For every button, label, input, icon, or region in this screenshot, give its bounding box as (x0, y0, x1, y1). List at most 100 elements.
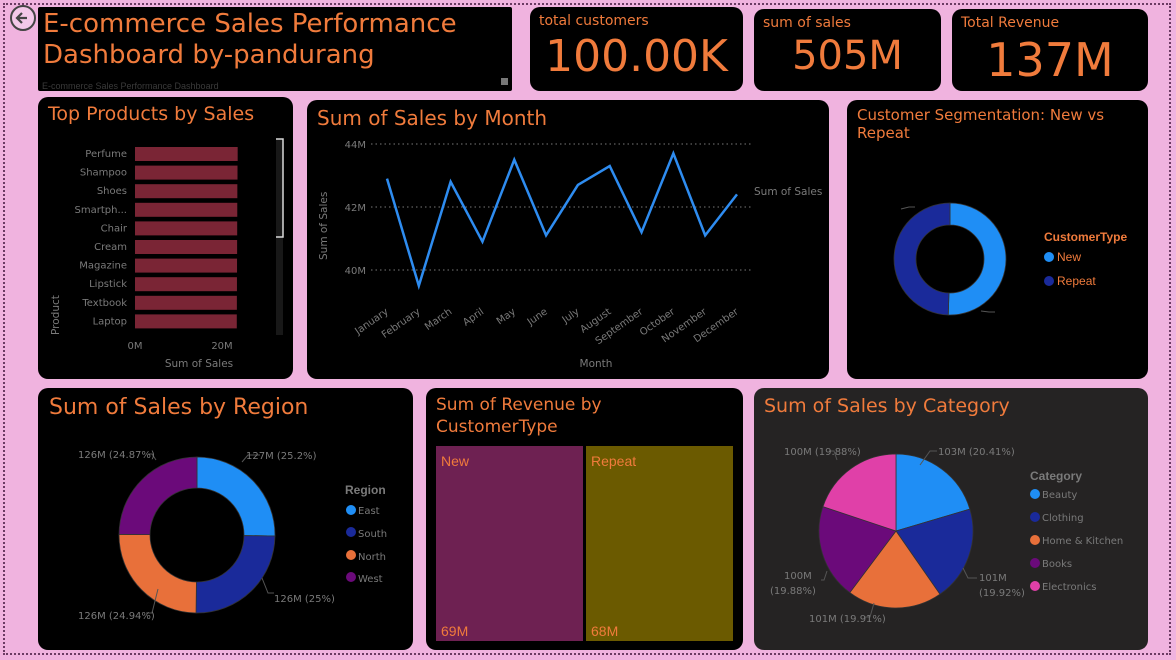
product-bar[interactable] (135, 314, 237, 329)
sales-line[interactable] (385, 150, 738, 291)
title-panel: E-commerce Sales Performance Dashboard b… (38, 7, 512, 91)
y-tick-label: 44M (345, 140, 366, 151)
segment-new[interactable] (947, 202, 1007, 316)
top-products-ylabel: Product (50, 295, 62, 335)
legend-marker-books (1030, 558, 1040, 568)
revenue-type-title-line2: CustomerType (436, 417, 558, 437)
product-bar[interactable] (135, 240, 238, 254)
category-slice-clothing[interactable] (895, 508, 974, 595)
product-bar[interactable] (135, 221, 238, 236)
category-slice-electronics[interactable] (822, 453, 897, 532)
segmentation-leader-line (980, 310, 995, 313)
legend-marker-beauty (1030, 489, 1040, 499)
kpi-revenue-value: 137M (986, 33, 1114, 87)
segmentation-chart: CustomerType New Repeat (893, 202, 1127, 316)
product-bar[interactable] (135, 147, 238, 161)
kpi-customers-label: total customers (539, 13, 649, 29)
month-tick-label: March (423, 306, 454, 332)
category-leader-beauty (919, 450, 937, 466)
segment-repeat[interactable] (893, 202, 951, 316)
kpi-sum-of-sales: sum of sales 505M (754, 9, 941, 91)
segmentation-legend-title: CustomerType (1044, 230, 1127, 244)
region-chart: 127M (25.2%) 126M (25%) 126M (24.94%) 12… (78, 450, 387, 622)
category-slice-books[interactable] (818, 506, 897, 594)
category-legend-clothing: Clothing (1042, 513, 1084, 524)
product-bar[interactable] (135, 165, 238, 180)
product-label: Smartph... (75, 205, 127, 216)
category-slice-home-kitchen[interactable] (849, 530, 941, 609)
category-slice-beauty[interactable] (895, 453, 971, 532)
region-legend-west: West (358, 574, 383, 585)
product-bar[interactable] (135, 184, 238, 199)
dashboard-title-line2: Dashboard by-pandurang (43, 40, 375, 70)
category-label-clothing: 101M (979, 573, 1007, 584)
product-label: Lipstick (89, 279, 127, 290)
category-label-clothing-pct: (19.92%) (979, 588, 1025, 599)
top-products-xlabel: Sum of Sales (165, 358, 233, 370)
category-chart: 103M (20.41%) 101M (19.92%) 101M (19.91%… (770, 447, 1123, 625)
region-slice-south[interactable] (195, 535, 276, 614)
region-slice-west[interactable] (118, 456, 198, 536)
segmentation-panel: Customer Segmentation: New vs Repeat Cus… (847, 100, 1148, 379)
region-slice-east[interactable] (196, 456, 276, 537)
region-leader-south (261, 577, 274, 594)
category-label-beauty: 103M (20.41%) (938, 447, 1015, 458)
category-leader-books (821, 570, 828, 581)
treemap-repeat-value: 68M (591, 623, 619, 639)
treemap-tile-repeat[interactable]: Repeat 68M (586, 446, 733, 641)
category-title: Sum of Sales by Category (764, 395, 1010, 417)
legend-marker-new (1044, 252, 1054, 262)
product-bar[interactable] (135, 277, 237, 292)
product-bar[interactable] (135, 258, 238, 273)
treemap-tile-new[interactable]: New 69M (436, 446, 583, 641)
category-leader-electronics (829, 450, 838, 461)
category-label-electronics: 100M (19.88%) (784, 447, 861, 458)
revenue-type-title-line1: Sum of Revenue by (436, 395, 602, 415)
product-label: Shampoo (80, 168, 127, 179)
treemap-new-value: 69M (441, 623, 469, 639)
legend-marker-home (1030, 535, 1040, 545)
month-tick-label: July (560, 306, 582, 326)
back-button[interactable] (10, 5, 36, 31)
legend-marker-repeat (1044, 276, 1054, 286)
monthly-sales-title: Sum of Sales by Month (317, 106, 548, 130)
region-legend-title: Region (345, 483, 386, 497)
product-bar[interactable] (135, 295, 237, 310)
y-tick-label: 42M (345, 203, 366, 214)
top-products-title: Top Products by Sales (48, 103, 255, 125)
product-label: Laptop (93, 316, 127, 327)
legend-marker-electronics (1030, 581, 1040, 591)
resize-handle[interactable] (501, 78, 508, 85)
legend-marker-north (346, 550, 356, 560)
kpi-sales-label: sum of sales (763, 15, 851, 31)
top-products-tick-1: 20M (211, 341, 232, 352)
product-label: Textbook (81, 298, 127, 309)
kpi-total-customers: total customers 100.00K (530, 7, 743, 91)
product-bar[interactable] (135, 202, 238, 217)
segmentation-legend-new: New (1057, 250, 1081, 264)
month-tick-label: May (495, 306, 518, 327)
monthly-ylabel: Sum of Sales (318, 192, 330, 260)
product-label: Magazine (79, 261, 127, 272)
top-products-panel: Top Products by Sales Product Perfume Sha… (38, 97, 293, 379)
monthly-xlabel: Month (580, 358, 613, 370)
kpi-sales-value: 505M (792, 33, 903, 79)
category-legend-electronics: Electronics (1042, 582, 1097, 593)
region-legend-south: South (358, 529, 387, 540)
legend-marker-clothing (1030, 512, 1040, 522)
product-label: Chair (101, 223, 128, 234)
kpi-total-revenue: Total Revenue 137M (952, 9, 1148, 91)
category-legend-beauty: Beauty (1042, 490, 1077, 501)
region-legend-east: East (358, 506, 380, 517)
kpi-customers-value: 100.00K (545, 31, 728, 82)
region-label-east: 127M (25.2%) (246, 451, 317, 462)
region-label-south: 126M (25%) (274, 594, 335, 605)
category-legend-title: Category (1030, 469, 1082, 483)
region-slice-north[interactable] (118, 533, 197, 614)
region-leader-north (146, 588, 159, 614)
y-tick-label: 40M (345, 266, 366, 277)
month-tick-label: June (525, 306, 550, 328)
legend-marker-east (346, 505, 356, 515)
segmentation-leader-line (900, 206, 915, 210)
